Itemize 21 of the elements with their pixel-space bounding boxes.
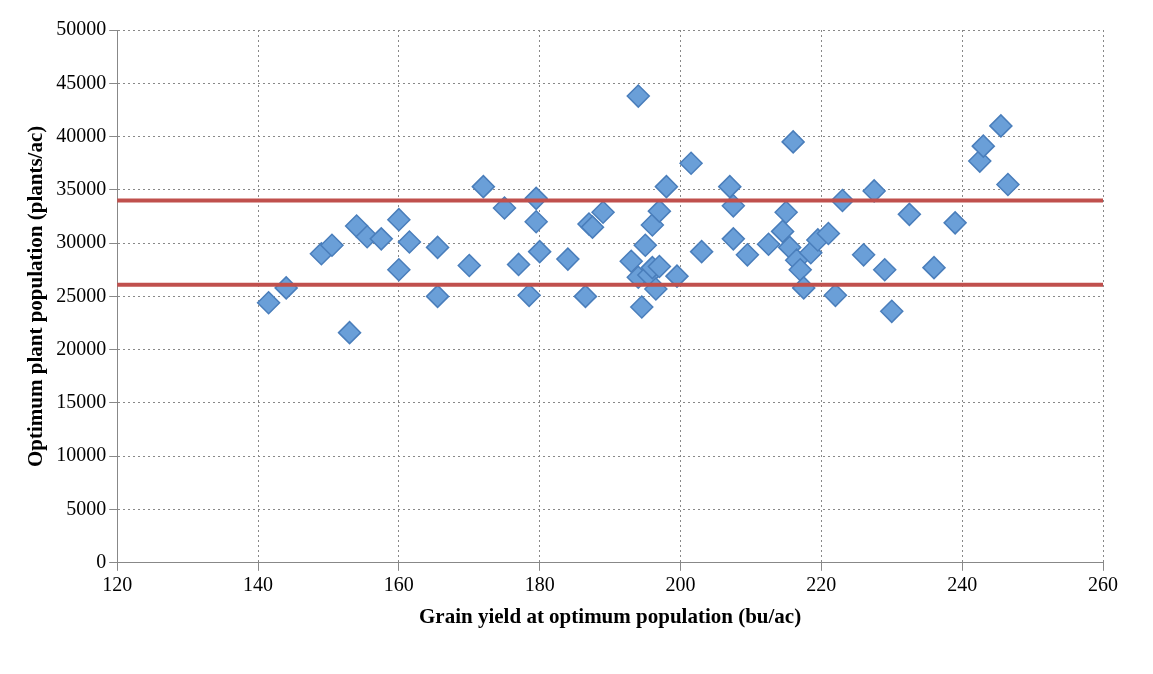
y-tick-label: 20000 [56,336,107,359]
x-tick-label: 200 [665,573,696,596]
y-tick-label: 30000 [56,230,107,253]
x-tick-label: 180 [524,573,555,596]
x-tick-label: 140 [243,573,274,596]
y-tick-label: 40000 [56,123,107,146]
y-tick-label: 25000 [56,283,107,306]
x-tick-label: 240 [947,573,978,596]
y-tick-label: 15000 [56,390,107,413]
y-tick-label: 10000 [56,443,107,466]
y-tick-label: 0 [96,550,107,573]
x-tick-label: 160 [383,573,414,596]
y-axis-title: Optimum plant population (plants/ac) [23,125,48,468]
y-tick-label: 35000 [56,177,107,200]
y-tick-label: 5000 [66,496,107,519]
x-tick-label: 260 [1088,573,1118,596]
y-tick-label: 45000 [56,70,107,93]
x-tick-label: 220 [806,573,837,596]
y-tick-label: 50000 [56,17,107,40]
x-tick-label: 120 [102,573,133,596]
x-axis-title: Grain yield at optimum population (bu/ac) [419,603,802,628]
